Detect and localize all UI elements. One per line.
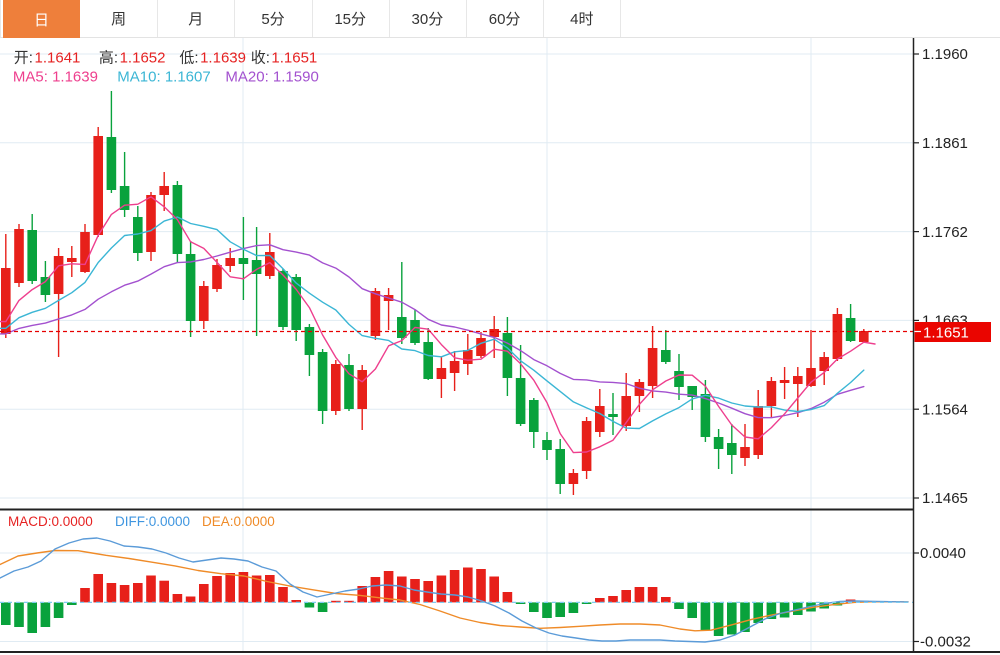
svg-text:0.0040: 0.0040 xyxy=(920,545,966,562)
svg-text:-0.0032: -0.0032 xyxy=(920,634,971,651)
svg-text:1.1564: 1.1564 xyxy=(922,401,968,418)
svg-text:1.1762: 1.1762 xyxy=(922,224,968,241)
svg-text:1.1651: 1.1651 xyxy=(923,324,969,341)
svg-text:1.1960: 1.1960 xyxy=(922,46,968,63)
svg-text:1.1465: 1.1465 xyxy=(922,490,968,507)
svg-text:1.1861: 1.1861 xyxy=(922,135,968,152)
